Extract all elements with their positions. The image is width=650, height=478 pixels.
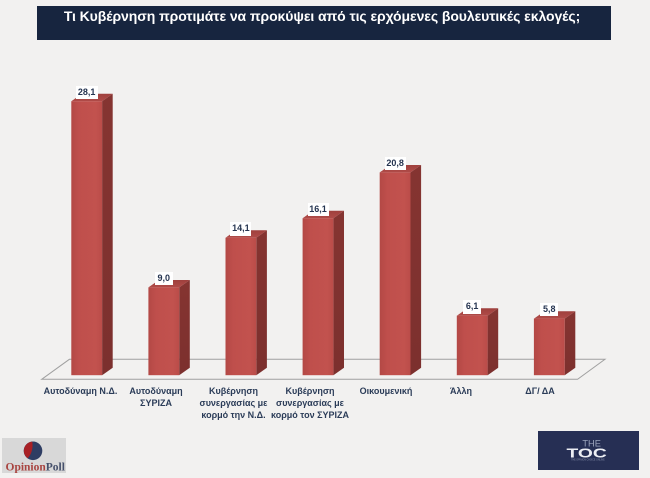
svg-text:OpinionPoll: OpinionPoll <box>6 461 65 473</box>
svg-text:THE: THE <box>582 438 601 449</box>
svg-text:TOC: TOC <box>567 446 608 461</box>
svg-text:THE OPINION CHOICE ONLINE: THE OPINION CHOICE ONLINE <box>571 458 605 462</box>
